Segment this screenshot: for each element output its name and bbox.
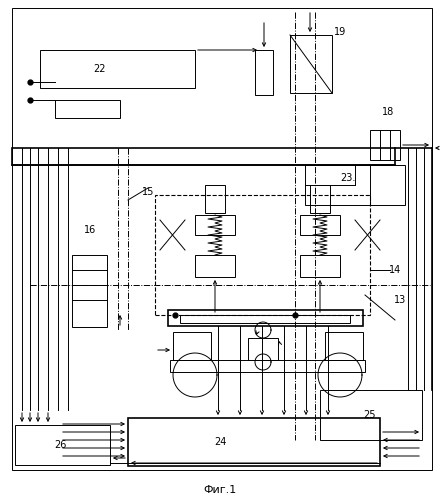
Text: 22: 22 — [94, 64, 106, 74]
Bar — [255, 50, 273, 95]
Bar — [168, 310, 363, 326]
Bar — [300, 215, 340, 235]
Bar — [128, 418, 380, 466]
Bar — [310, 185, 330, 213]
Bar — [320, 390, 422, 440]
Text: 23.: 23. — [340, 173, 356, 183]
Bar — [195, 255, 235, 277]
Bar — [40, 50, 195, 88]
Text: 13: 13 — [394, 295, 406, 305]
Text: 24: 24 — [214, 437, 226, 447]
Bar — [300, 255, 340, 277]
Bar — [15, 425, 110, 465]
Bar — [205, 185, 225, 213]
Bar — [55, 100, 120, 118]
Bar — [72, 255, 107, 327]
Bar — [173, 332, 211, 360]
Text: 16: 16 — [84, 225, 96, 235]
Text: Фиг.1: Фиг.1 — [203, 485, 237, 495]
Text: 14: 14 — [389, 265, 401, 275]
Bar — [12, 148, 395, 165]
Text: 19: 19 — [334, 27, 346, 37]
Bar — [170, 360, 365, 372]
Text: 26: 26 — [54, 440, 66, 450]
Bar — [195, 215, 235, 235]
Text: 25: 25 — [364, 410, 376, 420]
Bar — [370, 130, 400, 160]
Bar — [180, 315, 350, 323]
Bar — [325, 332, 363, 360]
Bar — [248, 338, 278, 360]
Bar — [290, 35, 332, 93]
Text: 18: 18 — [382, 107, 394, 117]
Bar — [155, 195, 370, 315]
Bar — [305, 165, 405, 205]
Text: 15: 15 — [142, 187, 154, 197]
